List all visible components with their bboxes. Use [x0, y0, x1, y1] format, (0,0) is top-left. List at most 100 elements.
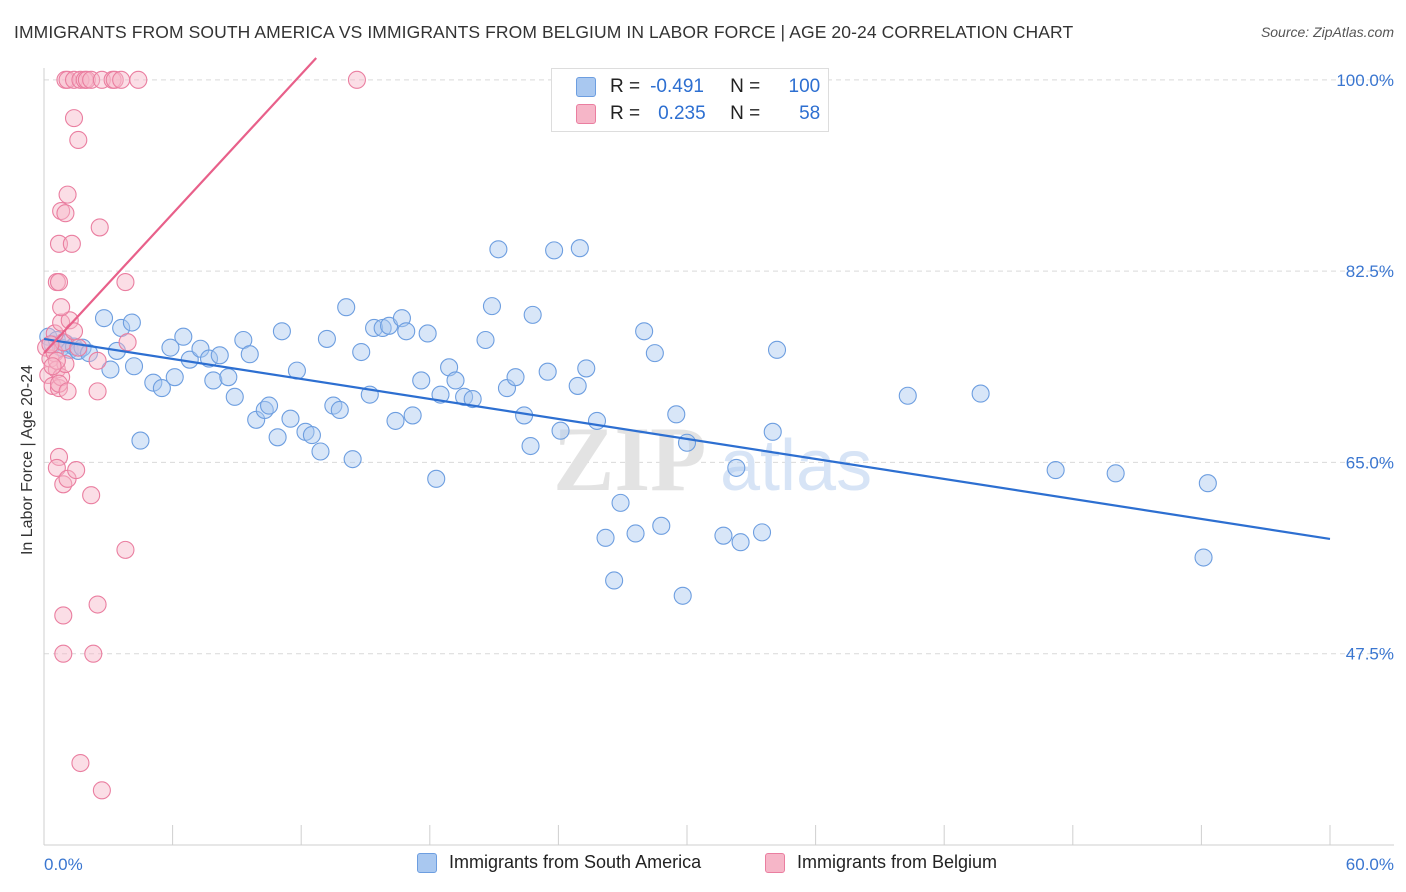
data-point-south-america [122, 313, 141, 332]
series-south-america [39, 239, 1217, 605]
data-point-belgium [49, 273, 69, 292]
data-point-south-america [677, 433, 697, 452]
data-point-south-america [611, 493, 630, 512]
data-point-belgium [84, 644, 103, 663]
data-point-belgium [62, 234, 81, 253]
bottom-legend: Immigrants from South America Immigrants… [0, 852, 1406, 876]
data-point-south-america [731, 533, 750, 552]
data-point-south-america [521, 436, 540, 456]
data-point-belgium [82, 70, 101, 89]
y-tick-label: 65.0% [1346, 453, 1394, 472]
data-point-south-america [446, 371, 465, 390]
trend-lines [43, 57, 1331, 541]
data-point-belgium [56, 204, 75, 223]
data-point-south-america [144, 373, 163, 392]
data-point-south-america [463, 389, 482, 409]
legend-r-value: -0.491 [650, 76, 704, 97]
data-point-belgium [116, 273, 135, 292]
data-point-belgium [64, 109, 84, 128]
data-point-south-america [124, 357, 144, 376]
data-point-south-america [605, 571, 624, 590]
data-point-south-america [317, 329, 336, 348]
data-point-belgium [105, 70, 124, 89]
data-point-south-america [403, 406, 422, 425]
y-tick-label: 47.5% [1346, 645, 1394, 664]
data-point-south-america [131, 431, 150, 450]
legend-row-south-america: R = -0.491 N = 100 [576, 75, 820, 99]
legend-swatch-blue [576, 77, 596, 97]
data-point-south-america [94, 309, 114, 328]
data-point-south-america [337, 298, 356, 317]
bottom-legend-label: Immigrants from South America [449, 852, 702, 872]
data-point-belgium [69, 338, 88, 357]
data-point-belgium [129, 70, 148, 89]
trend-line-belgium [43, 57, 318, 354]
legend-n-label: N = [730, 76, 761, 97]
data-point-south-america [352, 342, 371, 362]
data-point-south-america [259, 396, 279, 415]
data-point-south-america [635, 322, 654, 341]
data-point-south-america [101, 360, 120, 379]
data-point-south-america [898, 386, 917, 405]
data-point-south-america [767, 340, 787, 359]
data-point-south-america [763, 422, 782, 441]
data-point-south-america [268, 428, 287, 447]
data-point-belgium [67, 461, 86, 480]
data-point-south-america [570, 239, 589, 258]
y-tick-label: 100.0% [1336, 71, 1394, 90]
legend-n-label: N = [730, 103, 761, 124]
legend: R = -0.491 N = 100 R = 0.235 N = 58 [551, 68, 829, 132]
data-point-belgium [54, 644, 73, 663]
data-point-south-america [596, 528, 615, 547]
legend-n-value: 100 [788, 76, 821, 97]
data-point-belgium [58, 382, 77, 401]
data-point-south-america [281, 409, 300, 428]
data-point-south-america [714, 526, 733, 545]
data-point-south-america [577, 359, 596, 378]
data-point-south-america [489, 240, 508, 259]
data-point-belgium [71, 70, 90, 89]
data-point-belgium [92, 70, 111, 89]
bottom-legend-item-south-america: Immigrants from South America [417, 852, 701, 873]
data-point-south-america [427, 469, 446, 488]
x-tick-label: 60.0% [1346, 855, 1394, 874]
data-point-south-america [204, 371, 223, 390]
data-point-belgium [58, 185, 77, 204]
legend-r-value: 0.235 [658, 103, 706, 124]
watermark-zip: ZIP [553, 408, 706, 510]
data-point-belgium [71, 753, 90, 773]
data-point-south-america [1046, 461, 1065, 480]
data-point-belgium [77, 70, 96, 89]
source-label: Source: ZipAtlas.com [1260, 24, 1394, 40]
data-point-south-america [343, 450, 362, 469]
data-point-south-america [652, 516, 671, 535]
y-axis-label: In Labor Force | Age 20-24 [19, 364, 36, 556]
data-point-belgium [60, 311, 79, 330]
grid-lines [44, 79, 1394, 655]
data-point-belgium [52, 298, 71, 317]
data-point-belgium [112, 70, 131, 89]
data-point-south-america [667, 405, 686, 424]
data-point-south-america [727, 458, 746, 477]
data-point-south-america [412, 371, 431, 390]
data-point-south-america [523, 305, 542, 324]
data-point-belgium [92, 781, 111, 800]
data-point-south-america [1194, 548, 1213, 567]
data-point-belgium [43, 357, 62, 376]
data-point-south-america [225, 387, 244, 406]
data-point-south-america [673, 586, 692, 605]
data-point-south-america [440, 358, 459, 377]
data-point-south-america [386, 411, 405, 430]
data-point-south-america [645, 344, 664, 363]
data-point-south-america [152, 379, 171, 398]
data-point-south-america [482, 297, 502, 316]
data-point-south-america [210, 346, 229, 365]
data-point-belgium [90, 218, 109, 237]
data-point-belgium [49, 234, 69, 253]
legend-row-belgium: R = 0.235 N = 58 [576, 102, 820, 126]
bottom-legend-swatch-blue [417, 852, 437, 873]
data-point-south-america [311, 442, 330, 461]
legend-r-label: R = [610, 103, 641, 124]
data-point-south-america [506, 368, 525, 387]
